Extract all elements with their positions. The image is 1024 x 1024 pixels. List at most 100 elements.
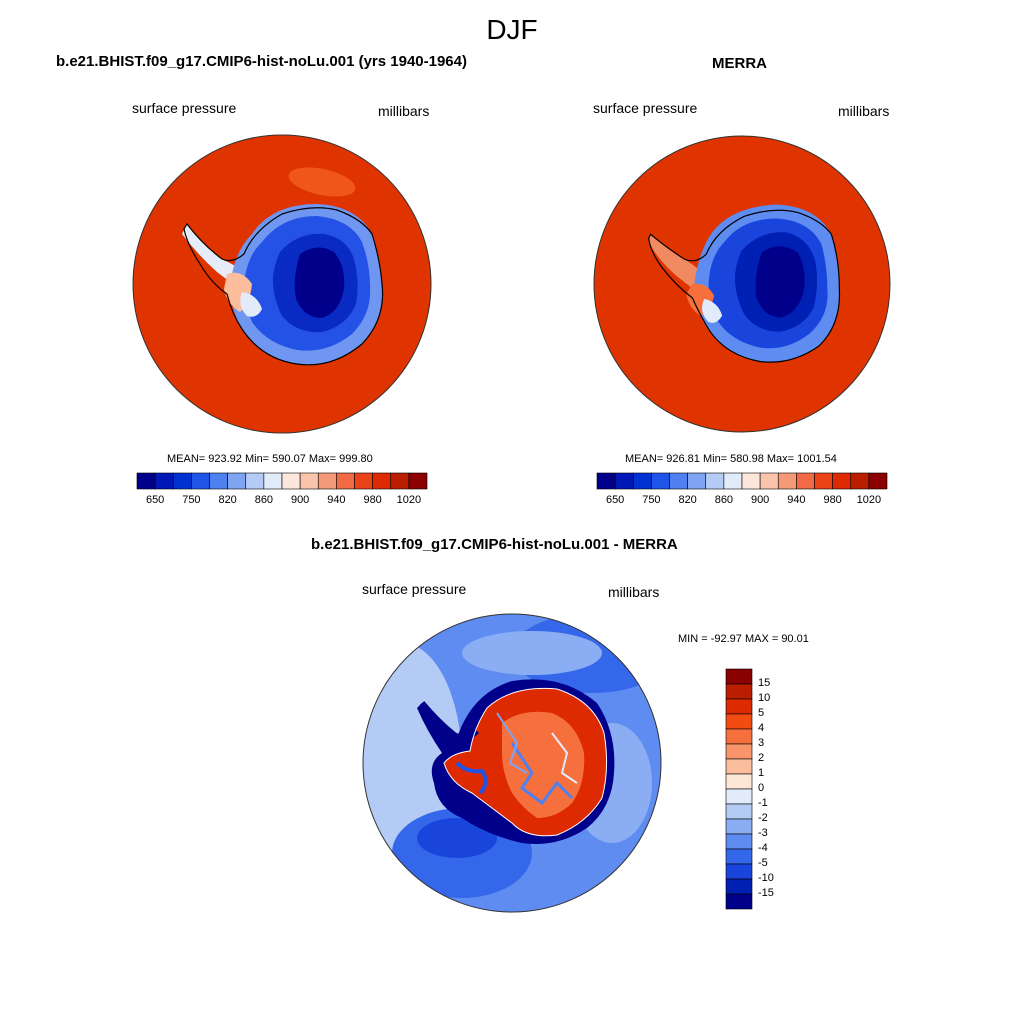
colorbar-swatch [832,472,852,490]
model-stats: MEAN= 923.92 Min= 590.07 Max= 999.80 [167,453,373,465]
colorbar-swatch [723,472,743,490]
colorbar-tick-label: 650 [605,494,625,506]
colorbar-swatch [705,472,725,490]
obs-polar-map [593,135,891,433]
colorbar-swatch [632,472,652,490]
colorbar-swatch [614,472,634,490]
obs-variable-label: surface pressure [593,100,698,116]
colorbar-swatch [725,713,753,730]
colorbar-swatch [245,472,265,490]
model-variable-label: surface pressure [132,100,237,116]
colorbar-tick-label: 820 [678,494,697,506]
colorbar-swatch [850,472,870,490]
colorbar-swatch [796,472,815,490]
diff-stats: MIN = -92.97 MAX = 90.01 [678,633,809,645]
obs-colorbar [596,472,888,490]
colorbar-swatch [725,878,753,895]
colorbar-swatch [759,472,779,490]
colorbar-tick-label: -15 [758,887,774,899]
model-panel-title: b.e21.BHIST.f09_g17.CMIP6-hist-noLu.001 … [56,53,467,70]
colorbar-swatch [651,472,670,490]
colorbar-tick-label: 1 [758,767,765,779]
colorbar-tick-label: 980 [823,494,842,506]
colorbar-tick-label: 940 [787,494,806,506]
colorbar-tick-label: 750 [182,494,201,506]
model-colorbar [136,472,428,490]
colorbar-tick-label: -1 [758,797,768,809]
obs-panel-title: MERRA [712,55,767,72]
colorbar-swatch [172,472,192,490]
colorbar-tick-label: 15 [758,677,771,689]
colorbar-tick-label: 10 [758,692,771,704]
colorbar-tick-label: 0 [758,782,765,794]
colorbar-tick-label: 5 [758,707,765,719]
diff-colorbar [725,668,753,910]
colorbar-tick-label: 900 [750,494,770,506]
colorbar-swatch [725,803,753,820]
colorbar-swatch [814,472,833,490]
colorbar-tick-label: 940 [327,494,346,506]
colorbar-swatch [281,472,301,490]
colorbar-swatch [317,472,337,490]
colorbar-swatch [725,773,753,790]
colorbar-tick-label: 2 [758,752,765,764]
colorbar-tick-label: -3 [758,827,768,839]
colorbar-swatch [596,472,616,490]
diff-units-label: millibars [608,584,660,600]
colorbar-tick-label: 900 [290,494,310,506]
model-units-label: millibars [378,103,430,119]
colorbar-swatch [263,472,283,490]
colorbar-swatch [725,788,753,805]
colorbar-swatch [354,472,373,490]
colorbar-swatch [868,472,888,490]
colorbar-swatch [725,818,753,835]
colorbar-swatch [669,472,688,490]
colorbar-swatch [725,893,753,910]
main-title: DJF [486,14,538,45]
colorbar-swatch [725,698,753,715]
colorbar-swatch [390,472,410,490]
colorbar-swatch [687,472,707,490]
colorbar-tick-label: 1020 [856,494,882,506]
colorbar-swatch [136,472,156,490]
colorbar-swatch [725,743,753,760]
colorbar-tick-label: 4 [758,722,765,734]
colorbar-tick-label: -4 [758,842,768,854]
colorbar-tick-label: 3 [758,737,765,749]
colorbar-swatch [725,683,753,700]
diff-variable-label: surface pressure [362,581,467,597]
colorbar-tick-label: -5 [758,857,768,869]
colorbar-swatch [777,472,797,490]
obs-colorbar-labels: 650 750 820 860 900 940 980 1020 [597,494,887,508]
obs-stats: MEAN= 926.81 Min= 580.98 Max= 1001.54 [625,453,837,465]
colorbar-tick-label: 860 [714,494,734,506]
colorbar-tick-label: 820 [218,494,237,506]
colorbar-swatch [209,472,228,490]
colorbar-tick-label: -10 [758,872,774,884]
colorbar-swatch [408,472,428,490]
colorbar-tick-label: -2 [758,812,768,824]
colorbar-swatch [372,472,392,490]
diff-panel-title: b.e21.BHIST.f09_g17.CMIP6-hist-noLu.001 … [311,536,678,553]
diff-colorbar-labels: 15 10 5 4 3 2 1 0 -1 -2 -3 -4 -5 -10 -15 [758,669,798,909]
colorbar-swatch [725,668,753,685]
colorbar-tick-label: 750 [642,494,661,506]
colorbar-swatch [154,472,174,490]
colorbar-tick-label: 860 [254,494,274,506]
model-polar-map [132,134,432,434]
colorbar-swatch [191,472,210,490]
obs-units-label: millibars [838,103,890,119]
model-colorbar-labels: 650 750 820 860 900 940 980 1020 [137,494,427,508]
colorbar-tick-label: 1020 [396,494,422,506]
colorbar-swatch [725,728,753,745]
colorbar-tick-label: 650 [145,494,165,506]
colorbar-swatch [725,848,753,865]
diff-polar-map [362,613,662,913]
colorbar-swatch [336,472,355,490]
colorbar-swatch [725,863,753,880]
colorbar-swatch [725,758,753,775]
colorbar-swatch [299,472,319,490]
colorbar-tick-label: 980 [363,494,382,506]
colorbar-swatch [227,472,247,490]
colorbar-swatch [725,833,753,850]
